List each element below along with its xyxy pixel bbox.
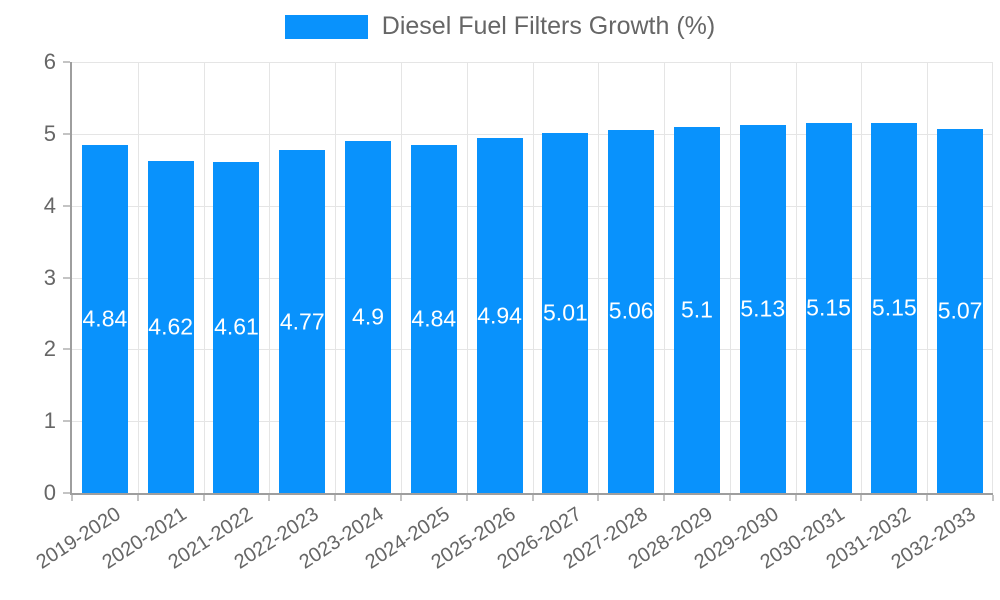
gridline-vertical bbox=[598, 62, 600, 493]
y-tick-label: 2 bbox=[43, 336, 56, 362]
bar-value-label: 5.01 bbox=[543, 299, 588, 326]
bar-2020-2021[interactable]: 4.62 bbox=[147, 161, 194, 493]
bar-2022-2023[interactable]: 4.77 bbox=[279, 150, 326, 493]
bar-value-label: 4.84 bbox=[411, 305, 457, 332]
y-tick-mark bbox=[63, 276, 70, 279]
y-tick-label: 0 bbox=[43, 480, 56, 505]
gridline-vertical bbox=[335, 62, 337, 493]
bar-2021-2022[interactable]: 4.61 bbox=[213, 161, 260, 493]
x-tick-mark bbox=[71, 495, 73, 501]
bar-value-label: 5.13 bbox=[740, 295, 786, 322]
x-tick-mark bbox=[268, 495, 271, 501]
bar-2026-2027[interactable]: 5.01 bbox=[542, 133, 589, 493]
bar-2028-2029[interactable]: 5.1 bbox=[673, 126, 720, 493]
gridline-vertical bbox=[729, 62, 731, 493]
x-tick-mark bbox=[728, 495, 731, 501]
bar-2019-2020[interactable]: 4.84 bbox=[81, 145, 128, 493]
bar-2032-2033[interactable]: 5.07 bbox=[937, 128, 984, 493]
x-tick-mark bbox=[334, 495, 337, 501]
bar-2029-2030[interactable]: 5.13 bbox=[739, 124, 786, 493]
x-tick-mark bbox=[926, 495, 929, 501]
x-tick-mark bbox=[597, 495, 600, 501]
bar-value-label: 4.61 bbox=[214, 313, 259, 340]
legend-swatch bbox=[284, 14, 368, 39]
gridline-vertical bbox=[532, 62, 534, 493]
x-tick-mark bbox=[465, 495, 468, 501]
gridline-vertical bbox=[992, 62, 993, 493]
bar-value-label: 4.62 bbox=[148, 313, 194, 340]
gridline-vertical bbox=[137, 62, 139, 493]
bar-value-label: 4.77 bbox=[279, 308, 325, 335]
bar-value-label: 5.1 bbox=[680, 296, 713, 323]
bar-value-label: 5.07 bbox=[937, 297, 983, 324]
x-tick-mark bbox=[136, 495, 139, 501]
gridline-vertical bbox=[861, 62, 863, 493]
bar-2023-2024[interactable]: 4.9 bbox=[345, 141, 392, 493]
y-tick-mark bbox=[63, 132, 70, 135]
gridline-vertical bbox=[927, 62, 929, 493]
bar-value-label: 5.15 bbox=[806, 294, 851, 321]
x-tick-mark bbox=[794, 495, 797, 501]
plot-area: 4.84 4.62 4.61 4.77 4.9 4.84 4.94 5.01 5.06 5.1 5.… bbox=[70, 62, 993, 495]
y-tick-label: 4 bbox=[43, 192, 56, 218]
gridline-vertical bbox=[795, 62, 797, 493]
y-tick-mark bbox=[63, 420, 70, 423]
y-tick-mark bbox=[63, 492, 70, 494]
x-tick-mark bbox=[860, 495, 863, 501]
chart-legend[interactable]: Diesel Fuel Filters Growth (%) bbox=[0, 12, 1000, 41]
gridline-vertical bbox=[466, 62, 468, 493]
bar-value-label: 4.9 bbox=[352, 303, 385, 330]
x-tick-mark bbox=[531, 495, 534, 501]
y-tick-label: 6 bbox=[43, 49, 56, 74]
bar-2031-2032[interactable]: 5.15 bbox=[871, 123, 918, 493]
bar-value-label: 4.94 bbox=[477, 302, 522, 329]
bar-2025-2026[interactable]: 4.94 bbox=[476, 138, 523, 493]
bar-2027-2028[interactable]: 5.06 bbox=[608, 129, 655, 493]
x-tick-mark bbox=[399, 495, 402, 501]
x-tick-mark bbox=[202, 495, 205, 501]
legend-label: Diesel Fuel Filters Growth (%) bbox=[381, 12, 716, 40]
gridline-vertical bbox=[269, 62, 271, 493]
y-tick-mark bbox=[63, 61, 70, 63]
bar-value-label: 5.15 bbox=[871, 294, 917, 321]
x-tick-mark bbox=[663, 495, 666, 501]
bar-2024-2025[interactable]: 4.84 bbox=[410, 145, 457, 493]
gridline-vertical bbox=[400, 62, 402, 493]
y-tick-mark bbox=[63, 348, 70, 351]
gridline-vertical bbox=[203, 62, 205, 493]
gridline-vertical bbox=[664, 62, 666, 493]
bar-2030-2031[interactable]: 5.15 bbox=[805, 123, 852, 493]
y-tick-label: 1 bbox=[43, 408, 56, 434]
y-tick-mark bbox=[63, 204, 70, 207]
bar-value-label: 5.06 bbox=[608, 297, 654, 324]
y-tick-label: 3 bbox=[43, 264, 56, 290]
bar-value-label: 4.84 bbox=[82, 305, 128, 332]
y-tick-label: 5 bbox=[43, 120, 56, 146]
x-tick-mark bbox=[992, 495, 994, 501]
